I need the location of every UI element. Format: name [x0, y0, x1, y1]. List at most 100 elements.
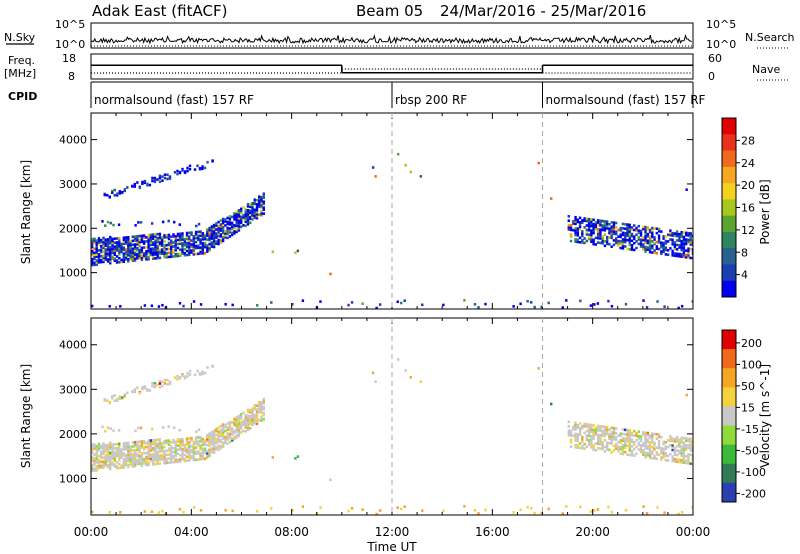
power-cell [113, 247, 116, 251]
power-cell [685, 188, 688, 191]
velocity-cell [221, 423, 225, 426]
velocity-cell [639, 446, 643, 449]
power-cell [678, 246, 681, 249]
velocity-cell [262, 411, 265, 415]
velocity-cell [100, 450, 103, 454]
velocity-cell [102, 450, 105, 453]
power-cell [97, 239, 101, 242]
velocity-cell [671, 448, 674, 452]
power-cell [635, 246, 638, 250]
power-cell [131, 255, 135, 259]
velocity-cell [662, 456, 665, 459]
velocity-cell [143, 510, 147, 513]
power-cell [608, 242, 611, 246]
power-cell [183, 170, 187, 173]
power-cell [91, 249, 94, 253]
velocity-cell [642, 444, 645, 448]
power-cell [633, 224, 636, 227]
velocity-cell [138, 454, 141, 458]
power-cell [115, 245, 119, 248]
power-cell [260, 211, 263, 215]
velocity-cell [630, 449, 634, 453]
velocity-cell [141, 386, 144, 389]
velocity-cell [170, 457, 173, 460]
velocity-cell [687, 457, 690, 461]
velocity-cell [136, 454, 139, 458]
velocity-cell [136, 446, 139, 450]
power-cell [170, 249, 173, 253]
velocity-cell [217, 430, 220, 433]
power-cell [206, 250, 209, 253]
power-cell [91, 239, 94, 243]
power-cell [673, 254, 677, 257]
power-cell [102, 256, 105, 260]
velocity-cell [590, 437, 593, 440]
velocity-cell [186, 371, 189, 375]
power-cell [596, 236, 600, 240]
power-cell [176, 169, 179, 173]
power-cell [594, 243, 598, 246]
power-cell [138, 186, 142, 190]
power-cell [138, 240, 141, 244]
colorbar-swatch [722, 118, 736, 135]
power-cell [587, 228, 591, 232]
velocity-cell [176, 438, 180, 441]
velocity-cell [149, 445, 153, 448]
power-cell [237, 223, 241, 226]
velocity-cell [242, 421, 245, 425]
power-cell [163, 250, 166, 253]
velocity-cell [179, 446, 182, 449]
power-cell [215, 240, 218, 243]
velocity-cell [587, 434, 591, 438]
power-cell [185, 249, 189, 253]
power-cell [664, 242, 668, 245]
power-cell [197, 244, 200, 248]
velocity-cell [651, 432, 654, 435]
power-cell [131, 251, 135, 255]
power-cell [642, 225, 645, 229]
power-cell [219, 239, 223, 242]
power-cell [249, 211, 252, 215]
velocity-cell [95, 467, 98, 470]
velocity-cell [133, 390, 137, 394]
velocity-cell [226, 428, 229, 431]
velocity-cell [221, 445, 225, 448]
power-cell [249, 221, 252, 225]
power-cell [111, 245, 114, 249]
power-cell [154, 253, 157, 256]
power-cell [583, 237, 586, 240]
power-cell [260, 197, 263, 201]
velocity-cell [592, 435, 595, 438]
power-cell [154, 249, 157, 252]
velocity-cell [601, 429, 604, 433]
velocity-cell [113, 463, 116, 466]
power-cell [255, 210, 259, 214]
power-cell [680, 242, 683, 245]
velocity-cell [663, 511, 666, 514]
power-cell [119, 304, 122, 308]
velocity-cell [102, 462, 105, 465]
power-cell [145, 254, 148, 257]
velocity-cell [621, 446, 625, 449]
velocity-cell [165, 441, 168, 445]
velocity-cell [251, 415, 254, 419]
power-cell [118, 238, 121, 242]
power-cell [260, 195, 263, 199]
velocity-cell [645, 512, 649, 515]
power-cell [192, 247, 195, 250]
power-cell [91, 261, 94, 265]
power-cell [587, 237, 591, 241]
power-cell [194, 240, 198, 244]
power-cell [181, 169, 184, 172]
power-cell [142, 242, 146, 245]
power-cell [572, 222, 575, 225]
power-cell [567, 223, 570, 227]
velocity-cell [183, 375, 187, 379]
power-cell [329, 272, 332, 276]
power-cell [251, 205, 254, 209]
power-cell [182, 304, 185, 308]
power-cell [197, 238, 200, 242]
colorbar-tick-label: -200 [741, 487, 766, 500]
power-cell [246, 214, 250, 218]
power-cell [578, 221, 582, 224]
